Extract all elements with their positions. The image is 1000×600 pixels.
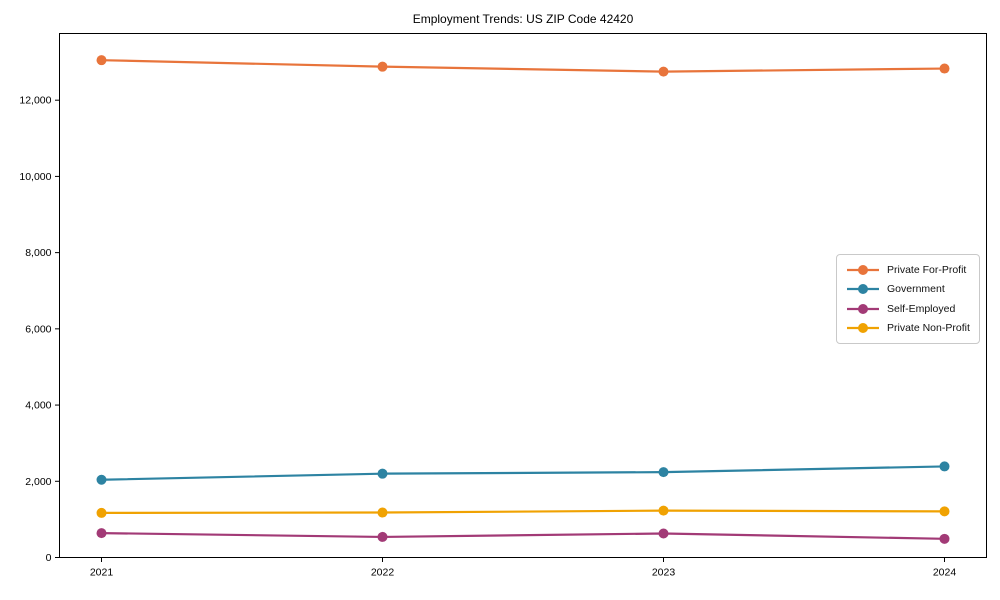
- data-point-private-for-profit-2022: [377, 61, 388, 72]
- x-tick-label: 2022: [371, 567, 395, 579]
- legend-item-government: Government: [846, 280, 975, 298]
- series-government: [96, 461, 950, 485]
- data-point-self-employed-2024: [939, 533, 950, 544]
- y-tick-label: 8,000: [25, 247, 51, 259]
- x-tick-label: 2021: [90, 567, 114, 579]
- data-point-self-employed-2021: [96, 528, 107, 539]
- legend-label: Self-Employed: [887, 302, 956, 315]
- legend: Private For-Profit Government Self-Employe…: [836, 254, 980, 344]
- legend-item-private-for-profit: Private For-Profit: [846, 261, 975, 279]
- series-line-government: [101, 465, 945, 481]
- data-point-self-employed-2022: [377, 531, 388, 542]
- y-tick-label: 10,000: [19, 171, 51, 183]
- series-line-self-employed: [101, 532, 945, 540]
- y-tick-label: 12,000: [19, 95, 51, 107]
- axes-frame: [59, 33, 987, 558]
- data-point-private-for-profit-2024: [939, 63, 950, 74]
- y-tick-label: 6,000: [25, 323, 51, 335]
- legend-line-marker-icon: [847, 323, 879, 334]
- data-point-self-employed-2023: [658, 528, 669, 539]
- y-tick-label: 0: [46, 552, 52, 564]
- chart-title: Employment Trends: US ZIP Code 42420: [412, 12, 634, 26]
- series-line-private-for-profit: [101, 59, 945, 73]
- data-point-private-non-profit-2022: [377, 507, 388, 518]
- x-axis: 2021 2022 2023 2024: [90, 557, 957, 579]
- series-self-employed: [96, 528, 950, 544]
- data-point-government-2022: [377, 468, 388, 479]
- data-point-private-for-profit-2021: [96, 55, 107, 66]
- series-line-private-non-profit: [101, 509, 945, 515]
- y-tick-label: 4,000: [25, 400, 51, 412]
- series-private-for-profit: [96, 55, 950, 77]
- data-point-private-non-profit-2023: [658, 505, 669, 516]
- y-axis: 0 2,000 4,000 6,000 8,000 10,000 12,000: [19, 95, 60, 564]
- data-point-private-non-profit-2024: [939, 506, 950, 517]
- legend-line-marker-icon: [847, 284, 879, 295]
- data-point-private-non-profit-2021: [96, 507, 107, 518]
- legend-label: Private For-Profit: [887, 263, 967, 276]
- data-point-government-2024: [939, 461, 950, 472]
- x-tick-label: 2024: [933, 567, 957, 579]
- legend-label: Government: [887, 283, 945, 296]
- legend-line-marker-icon: [847, 303, 879, 314]
- data-point-private-for-profit-2023: [658, 66, 669, 77]
- x-tick-label: 2023: [652, 567, 676, 579]
- y-tick-label: 2,000: [25, 476, 51, 488]
- legend-line-marker-icon: [847, 264, 879, 275]
- data-point-government-2021: [96, 474, 107, 485]
- legend-label: Private Non-Profit: [887, 322, 970, 335]
- series-private-non-profit: [96, 505, 950, 518]
- legend-item-private-non-profit: Private Non-Profit: [846, 319, 975, 337]
- legend-item-self-employed: Self-Employed: [846, 300, 975, 318]
- data-point-government-2023: [658, 467, 669, 478]
